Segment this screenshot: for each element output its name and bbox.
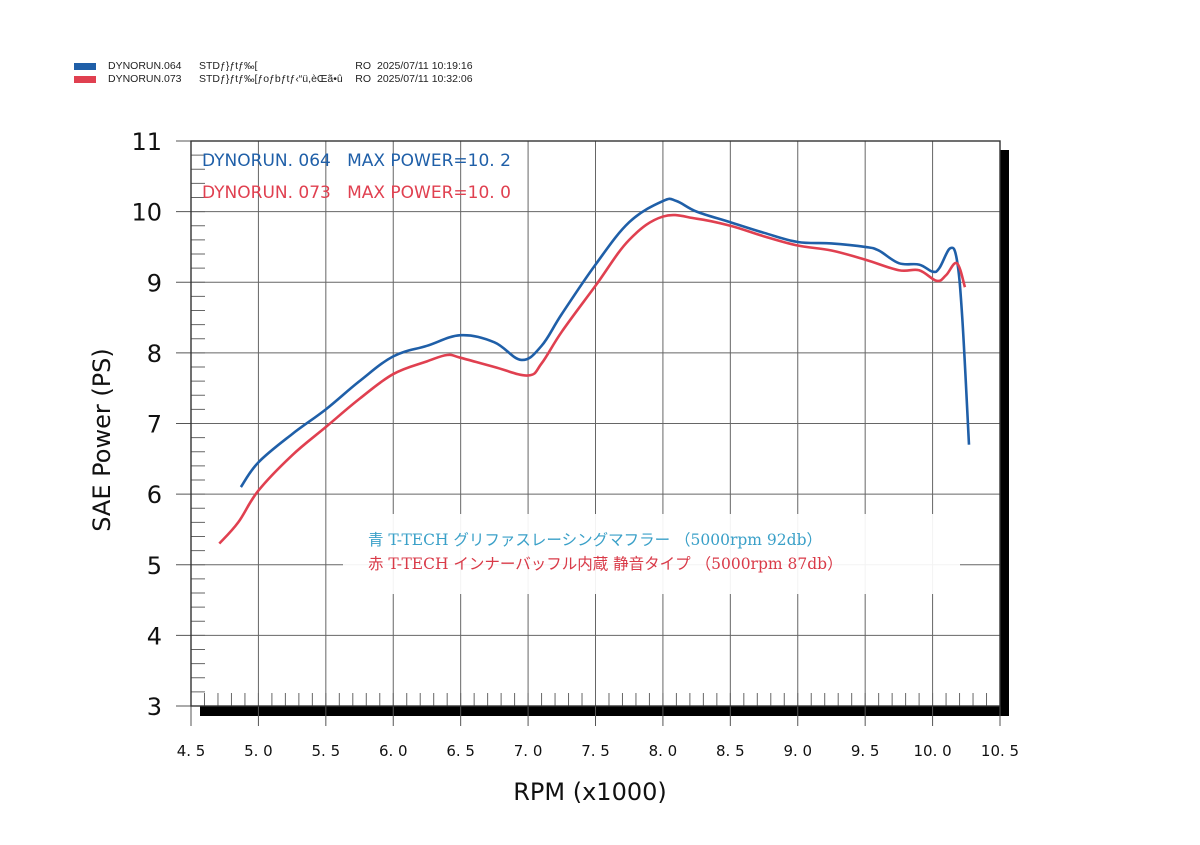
x-tick-label: 5. 0	[244, 742, 273, 760]
note-line-blue: 青 T-TECH グリファスレーシングマフラー （5000rpm 92db）	[368, 531, 822, 549]
series-line-run-073	[218, 213, 967, 545]
frame-shadow-bottom	[200, 706, 1009, 716]
x-tick-label: 8. 0	[649, 742, 678, 760]
run-name: DYNORUN.073	[108, 73, 182, 85]
note-line-red: 赤 T-TECH インナーバッフル内蔵 静音タイプ （5000rpm 87db）	[368, 555, 843, 573]
header-legend-row-064: DYNORUN.064 STDƒ}ƒtƒ‰[RO 2025/07/11 10:1…	[74, 60, 473, 73]
y-tick-label: 8	[147, 340, 162, 368]
x-tick-label: 7. 0	[514, 742, 543, 760]
muffler-note-box: 青 T-TECH グリファスレーシングマフラー （5000rpm 92db） 赤…	[343, 514, 960, 594]
header-legend-row-073: DYNORUN.073 STDƒ}ƒtƒ‰[ƒoƒbƒtƒ‹“ü,èŒã•û RO…	[74, 73, 473, 86]
y-tick-label: 10	[131, 199, 162, 227]
x-tick-label: 6. 5	[446, 742, 475, 760]
x-tick-label: 6. 0	[379, 742, 408, 760]
y-axis-title: SAE Power (PS)	[88, 348, 116, 532]
run-timestamp: 2025/07/11 10:32:06	[377, 73, 473, 85]
x-tick-label: 4. 5	[177, 742, 206, 760]
x-tick-label: 8. 5	[716, 742, 745, 760]
x-tick-label: 5. 5	[312, 742, 341, 760]
y-tick-label: 9	[147, 269, 162, 297]
y-tick-label: 4	[147, 622, 162, 650]
red-swatch-icon	[74, 76, 96, 83]
x-tick-label: 9. 5	[851, 742, 880, 760]
blue-swatch-icon	[74, 63, 96, 70]
x-tick-label: 10. 5	[981, 742, 1019, 760]
run-description: STDƒ}ƒtƒ‰[RO	[199, 60, 371, 72]
run-name: DYNORUN.064	[108, 60, 182, 72]
x-axis-title: RPM (x1000)	[513, 778, 667, 806]
y-tick-labels: 3 4 5 6 7 8 9 10 11	[131, 128, 162, 721]
x-tick-labels: 4. 5 5. 0 5. 5 6. 0 6. 5 7. 0 7. 5 8. 0 8. 5 9. 0…	[177, 742, 1019, 760]
run-description: STDƒ}ƒtƒ‰[ƒoƒbƒtƒ‹“ü,èŒã•û RO	[199, 73, 371, 85]
x-tick-label: 10. 0	[913, 742, 951, 760]
series-line-run-064	[239, 197, 971, 488]
y-tick-label: 5	[147, 552, 162, 580]
grid-lines	[190, 140, 1001, 707]
x-tick-label: 7. 5	[581, 742, 610, 760]
x-tick-label: 9. 0	[783, 742, 812, 760]
series-lines	[218, 197, 971, 545]
y-tick-label: 6	[147, 481, 162, 509]
header-legend: DYNORUN.064 STDƒ}ƒtƒ‰[RO 2025/07/11 10:1…	[74, 60, 473, 86]
annotation-run-073: DYNORUN. 073 MAX POWER=10. 0	[202, 183, 511, 203]
y-tick-label: 11	[131, 128, 162, 156]
axis-ticks	[176, 140, 1001, 726]
plot-frame	[190, 140, 1001, 707]
run-timestamp: 2025/07/11 10:19:16	[377, 60, 473, 72]
y-tick-label: 7	[147, 411, 162, 439]
frame-shadow-right	[1000, 150, 1009, 716]
annotation-run-064: DYNORUN. 064 MAX POWER=10. 2	[202, 151, 511, 171]
y-tick-label: 3	[147, 693, 162, 721]
